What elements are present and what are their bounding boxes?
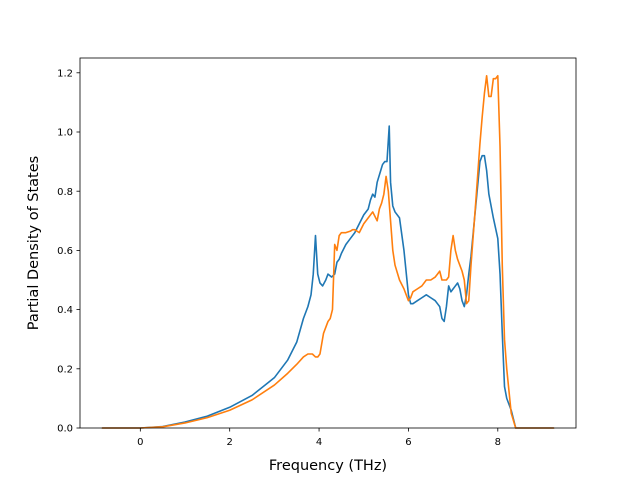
y-tick-label: 1.0 xyxy=(57,128,73,139)
series-line-2 xyxy=(101,74,555,429)
y-tick-label: 0.4 xyxy=(57,305,73,316)
x-tick-label: 2 xyxy=(227,437,233,448)
y-tick-label: 0.8 xyxy=(57,187,73,198)
y-tick-label: 0.6 xyxy=(57,246,73,257)
y-tick-label: 1.2 xyxy=(57,68,73,79)
y-tick-label: 0.2 xyxy=(57,364,73,375)
x-tick-label: 6 xyxy=(405,437,411,448)
plot-frame xyxy=(79,57,577,429)
x-tick-label: 0 xyxy=(137,437,143,448)
x-axis-ticks: 0 2 4 6 8 xyxy=(137,428,501,448)
x-axis-label: Frequency (THz) xyxy=(269,458,387,474)
x-tick-label: 8 xyxy=(495,437,501,448)
y-tick-label: 0.0 xyxy=(57,424,73,435)
series-layer xyxy=(101,74,555,429)
series-line-1 xyxy=(101,125,555,429)
y-axis-ticks: 0.0 0.2 0.4 0.6 0.8 1.0 1.2 xyxy=(57,68,80,435)
y-axis-label: Partial Density of States xyxy=(26,156,42,330)
x-tick-label: 4 xyxy=(316,437,322,448)
